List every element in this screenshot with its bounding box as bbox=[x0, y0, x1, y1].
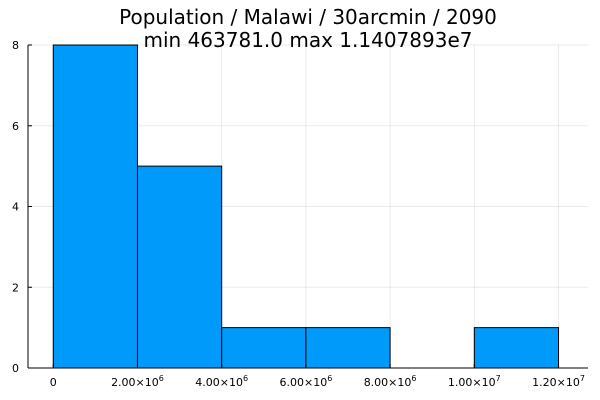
x-tick-label: 6.00×106 bbox=[279, 374, 332, 389]
histogram-bar bbox=[136, 165, 223, 369]
x-tick-labels: 0 2.00×106 4.00×106 6.00×106 8.00×106 1.00×10… bbox=[50, 364, 585, 389]
y-tick-label: 6 bbox=[12, 120, 19, 133]
x-tick-label: 0 bbox=[50, 376, 57, 389]
x-tick-label: 2.00×106 bbox=[111, 374, 164, 389]
histogram-bars bbox=[52, 44, 560, 369]
histogram-bar bbox=[52, 44, 138, 369]
y-tick-label: 4 bbox=[12, 201, 19, 214]
histogram-bar bbox=[473, 327, 560, 369]
chart-title-line1: Population / Malawi / 30arcmin / 2090 bbox=[119, 5, 497, 29]
x-tick-label: 1.20×107 bbox=[532, 374, 585, 389]
x-tick-label: 4.00×106 bbox=[195, 374, 248, 389]
histogram-bar bbox=[221, 327, 307, 369]
x-tick-label: 8.00×106 bbox=[364, 374, 417, 389]
y-tick-label: 0 bbox=[12, 362, 19, 375]
y-tick-label: 2 bbox=[12, 281, 19, 294]
x-tick-label: 1.00×107 bbox=[448, 374, 501, 389]
y-tick-labels: 0 2 4 6 8 bbox=[12, 39, 32, 375]
y-tick-label: 8 bbox=[12, 39, 19, 52]
histogram-bar bbox=[305, 327, 391, 369]
chart-title-line2: min 463781.0 max 1.1407893e7 bbox=[144, 28, 473, 52]
